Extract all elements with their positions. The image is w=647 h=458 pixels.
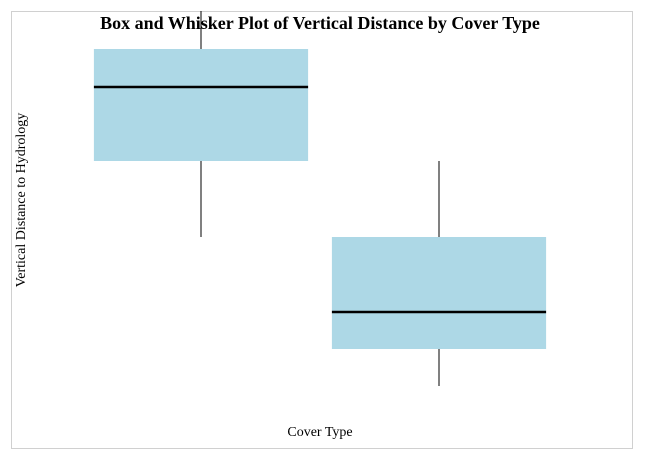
x-axis-label: Cover Type	[287, 425, 352, 440]
y-axis-label: Vertical Distance to Hydrology	[14, 113, 29, 288]
plot-frame	[11, 11, 633, 449]
chart-title: Box and Whisker Plot of Vertical Distanc…	[100, 13, 540, 33]
box	[93, 49, 309, 161]
box	[331, 237, 547, 349]
plot-area	[93, 11, 547, 386]
